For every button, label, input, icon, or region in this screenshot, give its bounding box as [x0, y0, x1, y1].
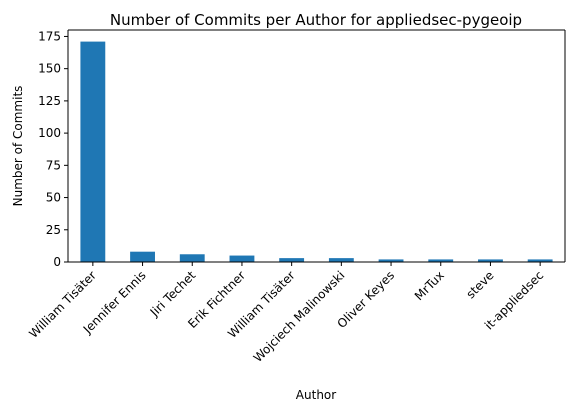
bar-1	[130, 251, 155, 262]
bar-7	[428, 259, 454, 262]
bar-0	[80, 41, 106, 262]
bar-8	[478, 259, 503, 262]
x-tick-label: steve	[463, 268, 496, 301]
y-tick-label: 50	[46, 191, 61, 205]
y-tick-label: 175	[38, 29, 61, 43]
x-axis-label: Author	[296, 388, 336, 402]
x-tick-label: MrTux	[412, 268, 447, 303]
y-axis: 0 25 50 75 100 125 150 175	[38, 29, 68, 269]
x-tick-label: Jiri Techet	[147, 268, 199, 320]
y-tick-label: 125	[38, 94, 61, 108]
y-tick-label: 75	[46, 158, 61, 172]
y-axis-label: Number of Commits	[11, 86, 25, 207]
bar-group	[80, 41, 553, 262]
bar-5	[328, 258, 354, 262]
y-tick-label: 100	[38, 126, 61, 140]
bar-6	[378, 259, 404, 262]
chart-title: Number of Commits per Author for applied…	[110, 11, 522, 29]
y-tick-label: 0	[53, 255, 61, 269]
bar-3	[229, 255, 255, 262]
x-tick-label: Wojciech Malinowski	[251, 268, 348, 365]
bar-4	[279, 258, 305, 262]
y-tick-label: 150	[38, 62, 61, 76]
y-tick-label: 25	[46, 223, 61, 237]
bar-9	[527, 259, 553, 262]
bar-2	[179, 254, 205, 262]
